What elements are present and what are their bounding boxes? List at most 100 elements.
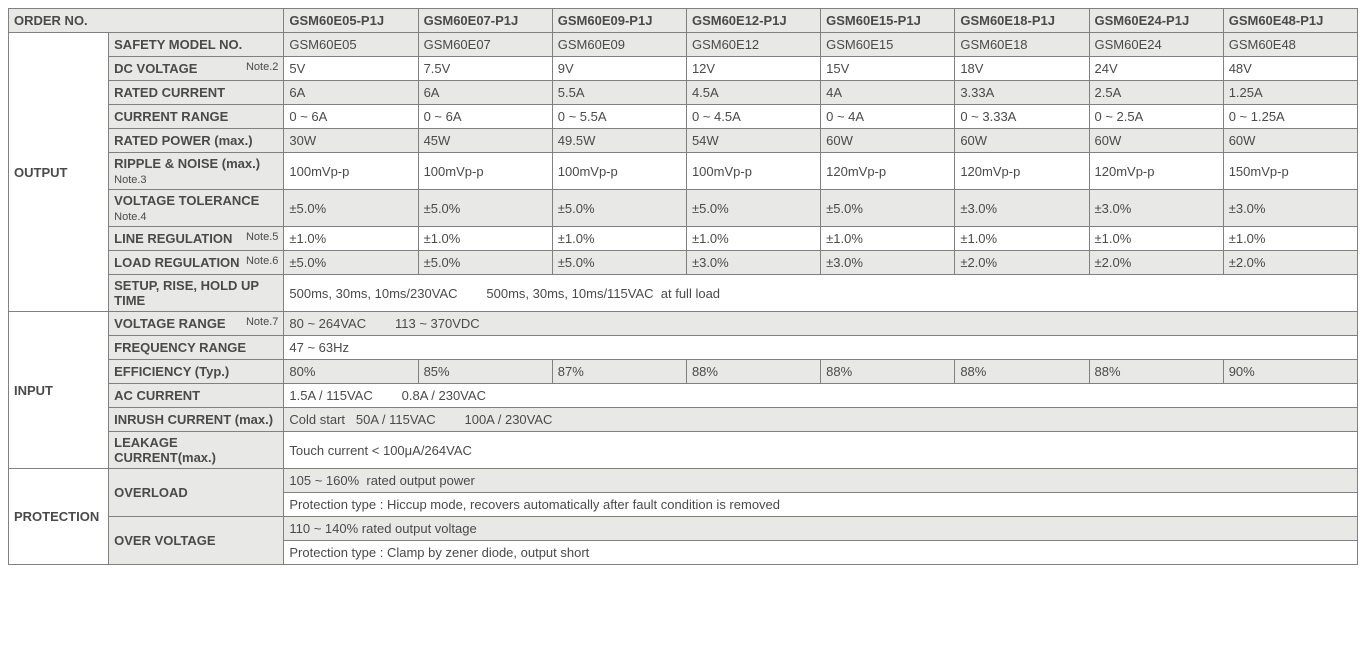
- cell: 2.5A: [1089, 81, 1223, 105]
- order-no-header: ORDER NO.: [9, 9, 284, 33]
- cell: 45W: [418, 129, 552, 153]
- param-label: AC CURRENT: [109, 384, 284, 408]
- param-label: RIPPLE & NOISE (max.) Note.3: [109, 153, 284, 190]
- table-row: VOLTAGE TOLERANCE Note.4 ±5.0% ±5.0% ±5.…: [9, 190, 1358, 227]
- param-label: SAFETY MODEL NO.: [109, 33, 284, 57]
- table-row: LOAD REGULATIONNote.6 ±5.0% ±5.0% ±5.0% …: [9, 251, 1358, 275]
- cell: 88%: [686, 360, 820, 384]
- cell: ±1.0%: [284, 227, 418, 251]
- cell: ±5.0%: [821, 190, 955, 227]
- spec-table: ORDER NO. GSM60E05-P1J GSM60E07-P1J GSM6…: [8, 8, 1358, 565]
- cell: 48V: [1223, 57, 1357, 81]
- cell: 85%: [418, 360, 552, 384]
- cell-full: Cold start 50A / 115VAC 100A / 230VAC: [284, 408, 1358, 432]
- cell: ±1.0%: [418, 227, 552, 251]
- param-label: CURRENT RANGE: [109, 105, 284, 129]
- cell: GSM60E15: [821, 33, 955, 57]
- param-label: RATED POWER (max.): [109, 129, 284, 153]
- cell: 88%: [821, 360, 955, 384]
- cell: 60W: [1089, 129, 1223, 153]
- cell: 7.5V: [418, 57, 552, 81]
- note-ref: Note.7: [246, 316, 278, 328]
- cell: 0 ~ 6A: [418, 105, 552, 129]
- cell: 9V: [552, 57, 686, 81]
- note-ref: Note.4: [114, 211, 146, 223]
- table-row: CURRENT RANGE 0 ~ 6A 0 ~ 6A 0 ~ 5.5A 0 ~…: [9, 105, 1358, 129]
- cell: 4A: [821, 81, 955, 105]
- cell: 0 ~ 5.5A: [552, 105, 686, 129]
- cell: 0 ~ 4A: [821, 105, 955, 129]
- table-row: OUTPUT SAFETY MODEL NO. GSM60E05 GSM60E0…: [9, 33, 1358, 57]
- table-row: LINE REGULATIONNote.5 ±1.0% ±1.0% ±1.0% …: [9, 227, 1358, 251]
- cell-full: Protection type : Clamp by zener diode, …: [284, 541, 1358, 565]
- cell: ±1.0%: [955, 227, 1089, 251]
- param-label: LEAKAGE CURRENT(max.): [109, 432, 284, 469]
- cell: ±5.0%: [284, 190, 418, 227]
- cell: ±3.0%: [955, 190, 1089, 227]
- cell: 1.25A: [1223, 81, 1357, 105]
- cell: ±2.0%: [1089, 251, 1223, 275]
- model-header: GSM60E05-P1J: [284, 9, 418, 33]
- cell: 60W: [1223, 129, 1357, 153]
- note-ref: Note.6: [246, 255, 278, 267]
- model-header: GSM60E48-P1J: [1223, 9, 1357, 33]
- param-label: LOAD REGULATIONNote.6: [109, 251, 284, 275]
- model-header: GSM60E15-P1J: [821, 9, 955, 33]
- cell: GSM60E07: [418, 33, 552, 57]
- cell: 5.5A: [552, 81, 686, 105]
- table-row: INPUT VOLTAGE RANGENote.7 80 ~ 264VAC 11…: [9, 312, 1358, 336]
- cell: ±2.0%: [955, 251, 1089, 275]
- model-header: GSM60E09-P1J: [552, 9, 686, 33]
- cell: 120mVp-p: [1089, 153, 1223, 190]
- cell: GSM60E24: [1089, 33, 1223, 57]
- param-label: RATED CURRENT: [109, 81, 284, 105]
- cell: 0 ~ 6A: [284, 105, 418, 129]
- cell: 54W: [686, 129, 820, 153]
- table-row: FREQUENCY RANGE 47 ~ 63Hz: [9, 336, 1358, 360]
- cell: 60W: [821, 129, 955, 153]
- cell: 0 ~ 3.33A: [955, 105, 1089, 129]
- table-row: OVER VOLTAGE 110 ~ 140% rated output vol…: [9, 517, 1358, 541]
- section-protection: PROTECTION: [9, 469, 109, 565]
- cell: ±5.0%: [552, 190, 686, 227]
- param-label: EFFICIENCY (Typ.): [109, 360, 284, 384]
- cell-full: 500ms, 30ms, 10ms/230VAC 500ms, 30ms, 10…: [284, 275, 1358, 312]
- cell: 88%: [955, 360, 1089, 384]
- param-label: VOLTAGE TOLERANCE Note.4: [109, 190, 284, 227]
- cell: ±1.0%: [686, 227, 820, 251]
- section-input: INPUT: [9, 312, 109, 469]
- cell: ±5.0%: [284, 251, 418, 275]
- cell: 0 ~ 2.5A: [1089, 105, 1223, 129]
- cell-full: 110 ~ 140% rated output voltage: [284, 517, 1358, 541]
- header-row: ORDER NO. GSM60E05-P1J GSM60E07-P1J GSM6…: [9, 9, 1358, 33]
- param-label: DC VOLTAGENote.2: [109, 57, 284, 81]
- cell: GSM60E09: [552, 33, 686, 57]
- cell: 100mVp-p: [686, 153, 820, 190]
- table-row: DC VOLTAGENote.2 5V 7.5V 9V 12V 15V 18V …: [9, 57, 1358, 81]
- cell: 100mVp-p: [418, 153, 552, 190]
- cell-full: 80 ~ 264VAC 113 ~ 370VDC: [284, 312, 1358, 336]
- cell: 5V: [284, 57, 418, 81]
- cell: 3.33A: [955, 81, 1089, 105]
- cell: ±1.0%: [821, 227, 955, 251]
- note-ref: Note.2: [246, 61, 278, 73]
- cell: 90%: [1223, 360, 1357, 384]
- cell-full: 105 ~ 160% rated output power: [284, 469, 1358, 493]
- cell: 87%: [552, 360, 686, 384]
- cell: 24V: [1089, 57, 1223, 81]
- cell: GSM60E18: [955, 33, 1089, 57]
- cell: 88%: [1089, 360, 1223, 384]
- cell: ±5.0%: [418, 251, 552, 275]
- note-ref: Note.5: [246, 231, 278, 243]
- section-output: OUTPUT: [9, 33, 109, 312]
- cell: 12V: [686, 57, 820, 81]
- cell: 100mVp-p: [552, 153, 686, 190]
- model-header: GSM60E18-P1J: [955, 9, 1089, 33]
- cell: GSM60E48: [1223, 33, 1357, 57]
- cell-full: 1.5A / 115VAC 0.8A / 230VAC: [284, 384, 1358, 408]
- model-header: GSM60E07-P1J: [418, 9, 552, 33]
- table-row: LEAKAGE CURRENT(max.) Touch current < 10…: [9, 432, 1358, 469]
- cell: GSM60E05: [284, 33, 418, 57]
- cell: 100mVp-p: [284, 153, 418, 190]
- param-label: INRUSH CURRENT (max.): [109, 408, 284, 432]
